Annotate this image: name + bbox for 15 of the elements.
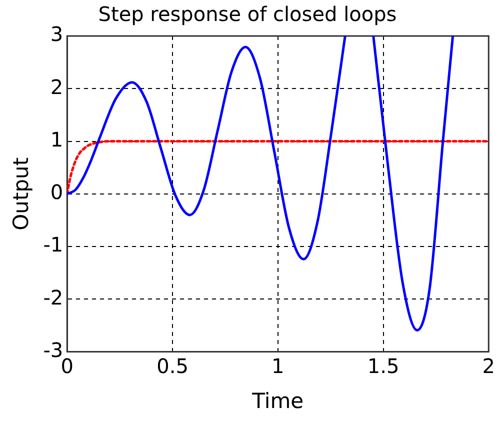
- y-tick-label: 3: [50, 22, 64, 46]
- x-tick-label: 2: [482, 354, 496, 378]
- y-tick-label: 2: [50, 74, 64, 99]
- y-tick-label: 0: [50, 180, 64, 204]
- y-tick-label: -2: [43, 285, 64, 310]
- y-tick-label: -1: [43, 232, 64, 257]
- x-tick-label: 1.5: [367, 354, 400, 378]
- y-axis-title: Output: [9, 157, 34, 230]
- x-axis-title: Time: [251, 388, 304, 413]
- x-tick-label: 1: [272, 354, 284, 378]
- y-tick-label: 1: [50, 127, 64, 152]
- x-tick-label: 0.5: [156, 354, 188, 378]
- y-tick-label: -3: [43, 338, 64, 362]
- line-series: [67, 140, 489, 196]
- chart-title: Step response of closed loops: [98, 2, 397, 26]
